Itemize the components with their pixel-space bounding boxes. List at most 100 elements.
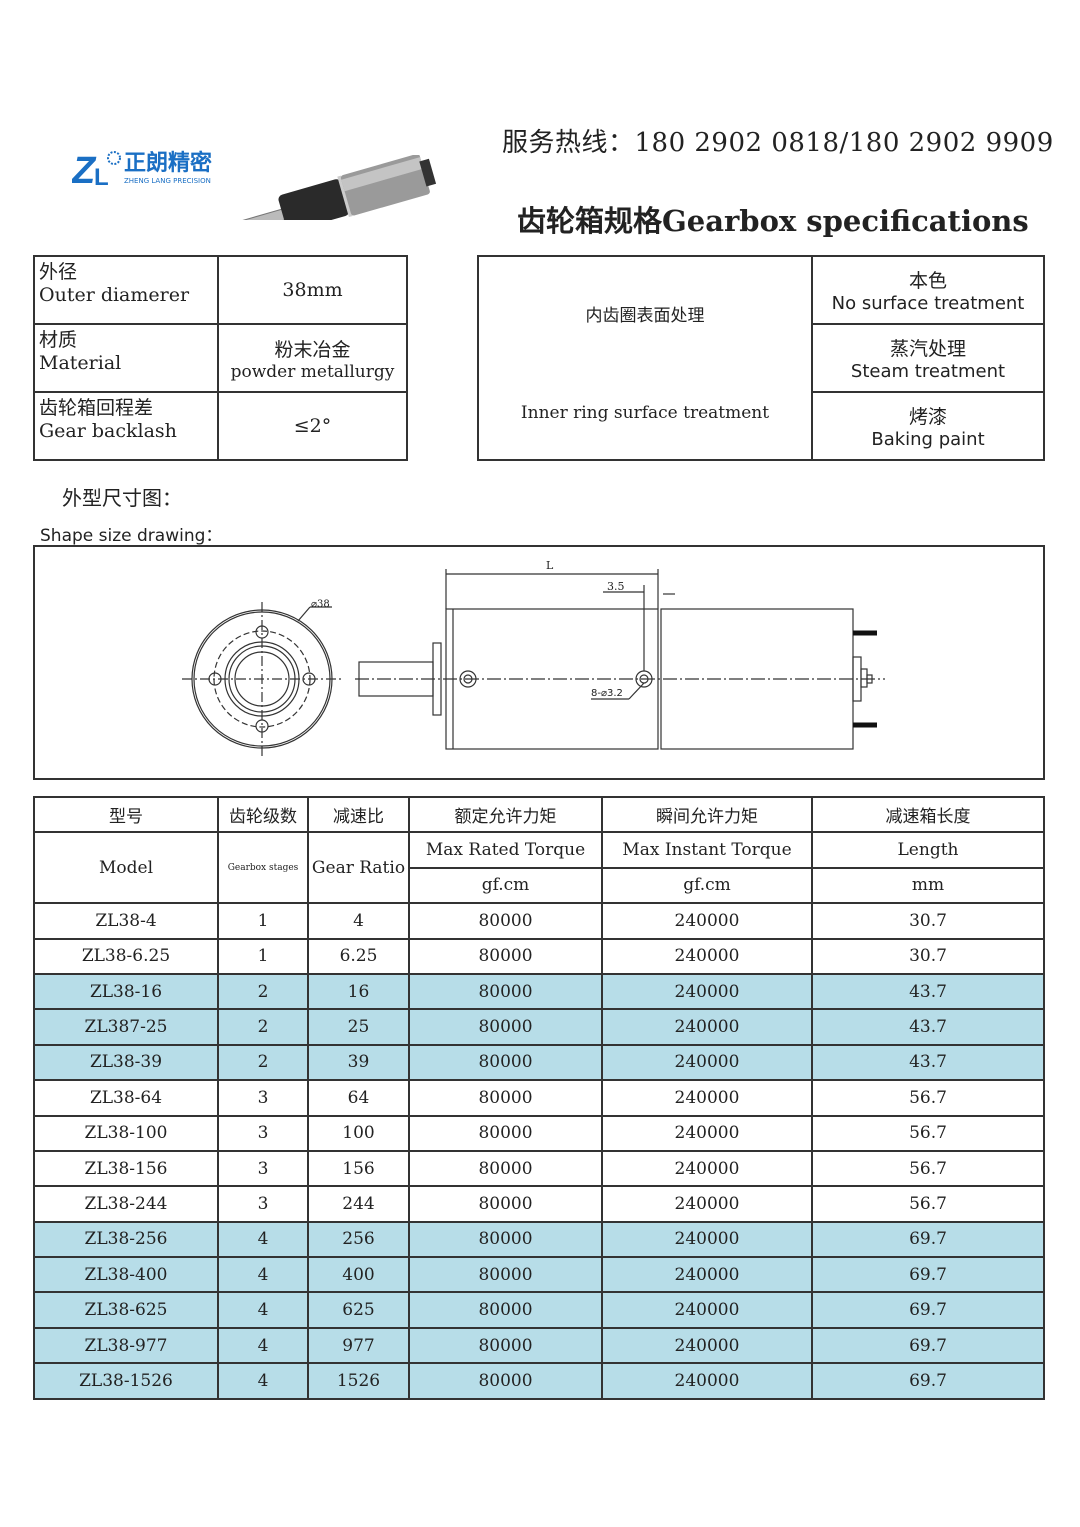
cell-model: ZL38-4 xyxy=(33,902,219,940)
surface-option-cn: 烤漆 xyxy=(908,406,947,428)
col-ratio-en: Gear Ratio xyxy=(307,831,410,905)
cell-ratio: 256 xyxy=(307,1220,410,1259)
cell-rated: 80000 xyxy=(408,1079,603,1117)
col-stages-en: Gearbox stages xyxy=(217,831,309,905)
table-row: ZL38-400 4 400 80000 240000 69.7 xyxy=(33,1256,1045,1294)
surface-option-en: Steam treatment xyxy=(850,361,1006,382)
surface-option-en: Baking paint xyxy=(871,429,985,450)
cell-model: ZL38-6.25 xyxy=(33,937,219,975)
surface-treatment-table: 内齿圈表面处理 Inner ring surface treatment 本色 N… xyxy=(477,255,1045,461)
cell-length: 69.7 xyxy=(811,1256,1045,1294)
spec-row-material: 材质 Material 粉末冶金 powder metallurgy xyxy=(33,323,408,393)
cell-ratio: 400 xyxy=(307,1256,410,1294)
spec-label-cn: 外径 xyxy=(39,261,78,283)
col-rated-en: Max Rated Torque xyxy=(408,831,603,869)
cell-model: ZL38-977 xyxy=(33,1326,219,1365)
cell-stages: 2 xyxy=(217,1043,309,1082)
cell-length: 56.7 xyxy=(811,1185,1045,1223)
motor-photo xyxy=(238,153,443,232)
cell-instant: 240000 xyxy=(601,937,813,975)
col-length-unit: mm xyxy=(811,866,1045,905)
cell-rated: 80000 xyxy=(408,937,603,975)
cell-stages: 3 xyxy=(217,1149,309,1188)
spec-label-en: Gear backlash xyxy=(39,420,177,442)
surface-option-en: No surface treatment xyxy=(831,293,1025,314)
cell-ratio: 4 xyxy=(307,902,410,940)
table-row: ZL38-16 2 16 80000 240000 43.7 xyxy=(33,972,1045,1011)
table-row: ZL38-156 3 156 80000 240000 56.7 xyxy=(33,1149,1045,1188)
service-hotline: 服务热线：180 2902 0818/180 2902 9909 xyxy=(502,128,1054,158)
cell-length: 30.7 xyxy=(811,902,1045,940)
model-table: 型号 齿轮级数 减速比 额定允许力矩 瞬间允许力矩 减速箱长度 Model Ge… xyxy=(33,795,1045,1400)
table-row: ZL38-1526 4 1526 80000 240000 69.7 xyxy=(33,1362,1045,1400)
cell-rated: 80000 xyxy=(408,1220,603,1259)
cell-model: ZL38-39 xyxy=(33,1043,219,1082)
cell-ratio: 244 xyxy=(307,1185,410,1223)
cell-length: 56.7 xyxy=(811,1149,1045,1188)
cell-instant: 240000 xyxy=(601,1362,813,1400)
cell-model: ZL38-256 xyxy=(33,1220,219,1259)
cell-rated: 80000 xyxy=(408,1114,603,1152)
dimension-L: L xyxy=(546,559,554,572)
svg-text:L: L xyxy=(94,164,109,189)
cell-instant: 240000 xyxy=(601,1114,813,1152)
spec-label-en: Outer diamerer xyxy=(39,284,190,306)
cell-length: 69.7 xyxy=(811,1326,1045,1365)
col-instant-cn: 瞬间允许力矩 xyxy=(601,795,813,834)
cell-ratio: 977 xyxy=(307,1326,410,1365)
cell-stages: 2 xyxy=(217,972,309,1011)
cell-ratio: 39 xyxy=(307,1043,410,1082)
cell-instant: 240000 xyxy=(601,1220,813,1259)
cell-model: ZL38-64 xyxy=(33,1079,219,1117)
cell-stages: 4 xyxy=(217,1256,309,1294)
cell-stages: 3 xyxy=(217,1114,309,1152)
spec-value: 38mm xyxy=(217,255,408,325)
page-title: 齿轮箱规格Gearbox specifications xyxy=(517,204,1029,238)
cell-rated: 80000 xyxy=(408,902,603,940)
cell-rated: 80000 xyxy=(408,1149,603,1188)
cell-ratio: 25 xyxy=(307,1008,410,1046)
company-logo: Z L 正朗精密 ZHENG LANG PRECISION xyxy=(71,147,212,192)
spec-label-cn: 齿轮箱回程差 xyxy=(39,397,154,419)
logo-subtext: ZHENG LANG PRECISION xyxy=(124,177,211,185)
cell-model: ZL38-156 xyxy=(33,1149,219,1188)
cell-model: ZL38-100 xyxy=(33,1114,219,1152)
side-view xyxy=(355,569,885,750)
cell-stages: 3 xyxy=(217,1079,309,1117)
spec-value-cn: 粉末冶金 xyxy=(274,338,351,361)
table-row: ZL38-256 4 256 80000 240000 69.7 xyxy=(33,1220,1045,1259)
table-row: ZL38-100 3 100 80000 240000 56.7 xyxy=(33,1114,1045,1152)
spec-label-en: Material xyxy=(39,352,122,374)
cell-instant: 240000 xyxy=(601,972,813,1011)
cell-instant: 240000 xyxy=(601,1079,813,1117)
cell-instant: 240000 xyxy=(601,1326,813,1365)
svg-text:Z: Z xyxy=(72,150,97,189)
cell-length: 43.7 xyxy=(811,1043,1045,1082)
col-length-cn: 减速箱长度 xyxy=(811,795,1045,834)
cell-length: 69.7 xyxy=(811,1220,1045,1259)
cell-length: 43.7 xyxy=(811,1008,1045,1046)
table-row: ZL38-6.25 1 6.25 80000 240000 30.7 xyxy=(33,937,1045,975)
spec-value-en: powder metallurgy xyxy=(230,361,395,382)
table-row: ZL38-39 2 39 80000 240000 43.7 xyxy=(33,1043,1045,1082)
table-row: ZL38-244 3 244 80000 240000 56.7 xyxy=(33,1185,1045,1223)
cell-stages: 4 xyxy=(217,1220,309,1259)
section-title-en: Shape size drawing： xyxy=(40,526,223,546)
cell-ratio: 1526 xyxy=(307,1362,410,1400)
cell-ratio: 64 xyxy=(307,1079,410,1117)
cell-stages: 4 xyxy=(217,1326,309,1365)
cell-stages: 4 xyxy=(217,1291,309,1329)
cell-model: ZL38-400 xyxy=(33,1256,219,1294)
cell-instant: 240000 xyxy=(601,1008,813,1046)
spec-value: ≤2° xyxy=(217,391,408,461)
cell-rated: 80000 xyxy=(408,1362,603,1400)
shape-drawing: L 3.5 ⌀38 8-⌀3.2 xyxy=(33,545,1045,780)
col-length-en: Length xyxy=(811,831,1045,869)
spec-row-backlash: 齿轮箱回程差 Gear backlash ≤2° xyxy=(33,391,408,461)
cell-stages: 3 xyxy=(217,1185,309,1223)
cell-length: 56.7 xyxy=(811,1079,1045,1117)
cell-stages: 1 xyxy=(217,902,309,940)
cell-model: ZL38-1526 xyxy=(33,1362,219,1400)
table-row: ZL387-25 2 25 80000 240000 43.7 xyxy=(33,1008,1045,1046)
cell-instant: 240000 xyxy=(601,1043,813,1082)
